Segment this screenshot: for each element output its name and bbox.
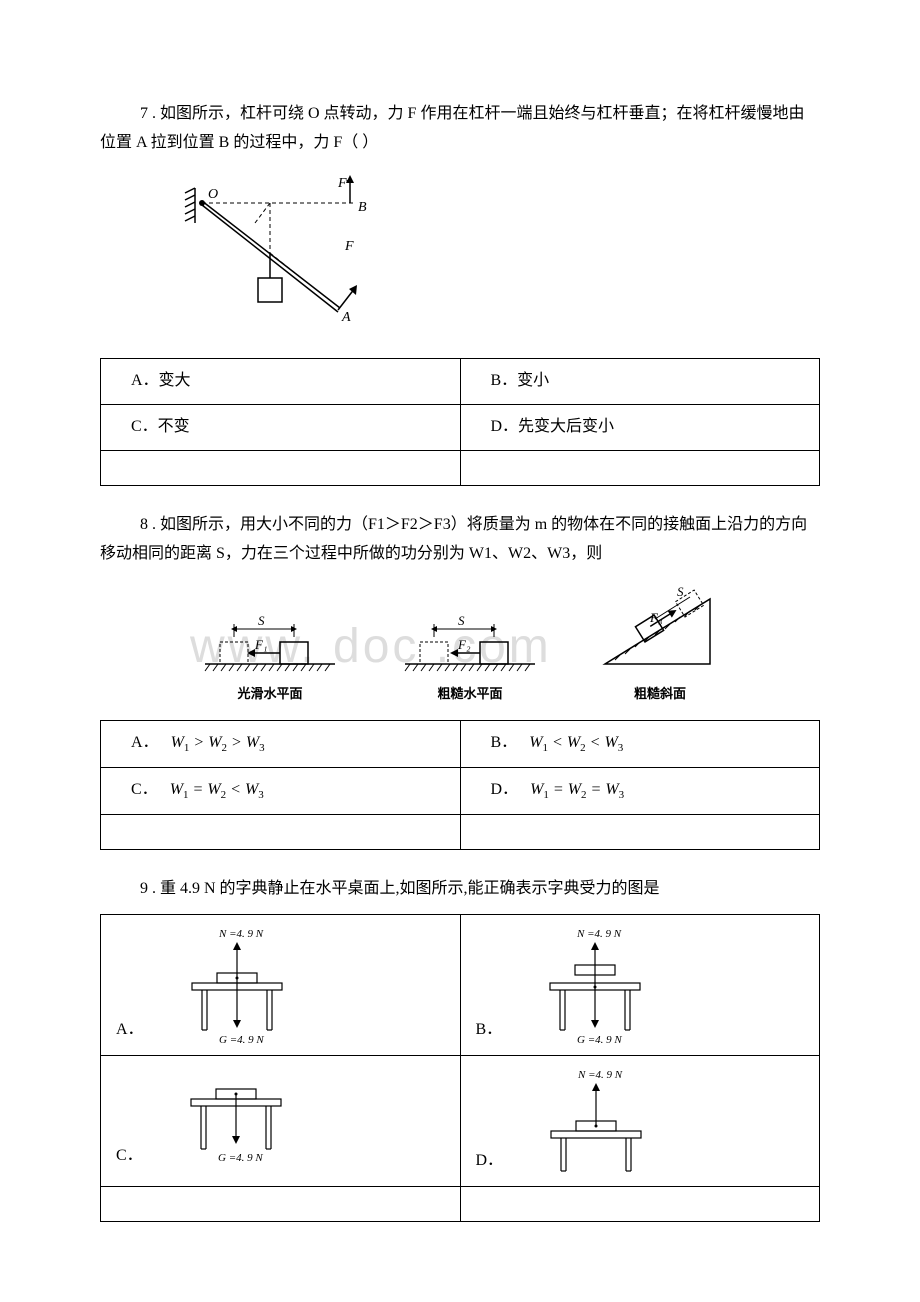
q8-surf2-label: 粗糙水平面 [437, 682, 502, 705]
q9-options-table: A． N =4. 9 N [100, 914, 820, 1222]
q8-opt-c-prefix: C． [131, 781, 158, 798]
q7-opt-a: A．变大 [131, 372, 191, 389]
label-F: F [344, 239, 354, 254]
q7-opt-c: C．不变 [131, 418, 190, 435]
q8-options-table: A． W1 > W2 > W3 B． W1 < W2 < W3 C． W1 = … [100, 720, 820, 850]
label-A: A [341, 310, 351, 325]
q8-surf1-label: 光滑水平面 [237, 682, 302, 705]
svg-text:F₂: F₂ [457, 637, 471, 652]
svg-text:': ' [346, 178, 348, 190]
q7-text: 7 . 如图所示，杠杆可绕 O 点转动，力 F 作用在杠杆一端且始终与杠杆垂直；… [100, 100, 820, 158]
label-O: O [208, 187, 218, 202]
q9-opt-a: A． [116, 1016, 144, 1045]
q7-figure: O B F ' A F [160, 173, 820, 344]
q8-opt-a-prefix: A． [131, 734, 159, 751]
q8-text: 8 . 如图所示，用大小不同的力（F1＞F2＞F3）将质量为 m 的物体在不同的… [100, 511, 820, 569]
q8-surf3-label: 粗糙斜面 [634, 682, 686, 705]
svg-text:N =4. 9 N: N =4. 9 N [576, 928, 622, 940]
svg-text:G =4. 9 N: G =4. 9 N [218, 1152, 263, 1164]
svg-text:N =4. 9 N: N =4. 9 N [218, 928, 264, 940]
q7-opt-b: B．变小 [491, 372, 550, 389]
q8-opt-d-prefix: D． [491, 781, 519, 798]
q9-text: 9 . 重 4.9 N 的字典静止在水平桌面上,如图所示,能正确表示字典受力的图… [100, 875, 820, 904]
q8-figures: S F₁ 光滑水平面 [100, 584, 820, 705]
q7-opt-d: D．先变大后变小 [491, 418, 615, 435]
svg-text:G =4. 9 N: G =4. 9 N [219, 1034, 264, 1045]
q9-opt-d: D． [476, 1147, 504, 1176]
q8-opt-b-prefix: B． [491, 734, 518, 751]
svg-text:N =4. 9 N: N =4. 9 N [577, 1069, 623, 1081]
svg-text:S: S [677, 584, 684, 599]
svg-text:F₃: F₃ [649, 610, 662, 625]
svg-text:F₁: F₁ [254, 637, 267, 652]
svg-text:S: S [458, 613, 465, 628]
q9-opt-c: C． [116, 1142, 143, 1171]
label-B: B [358, 200, 367, 215]
q7-options-table: A．变大 B．变小 C．不变 D．先变大后变小 [100, 358, 820, 486]
q9-opt-b: B． [476, 1016, 503, 1045]
svg-text:G =4. 9 N: G =4. 9 N [577, 1034, 622, 1045]
svg-text:S: S [258, 613, 265, 628]
